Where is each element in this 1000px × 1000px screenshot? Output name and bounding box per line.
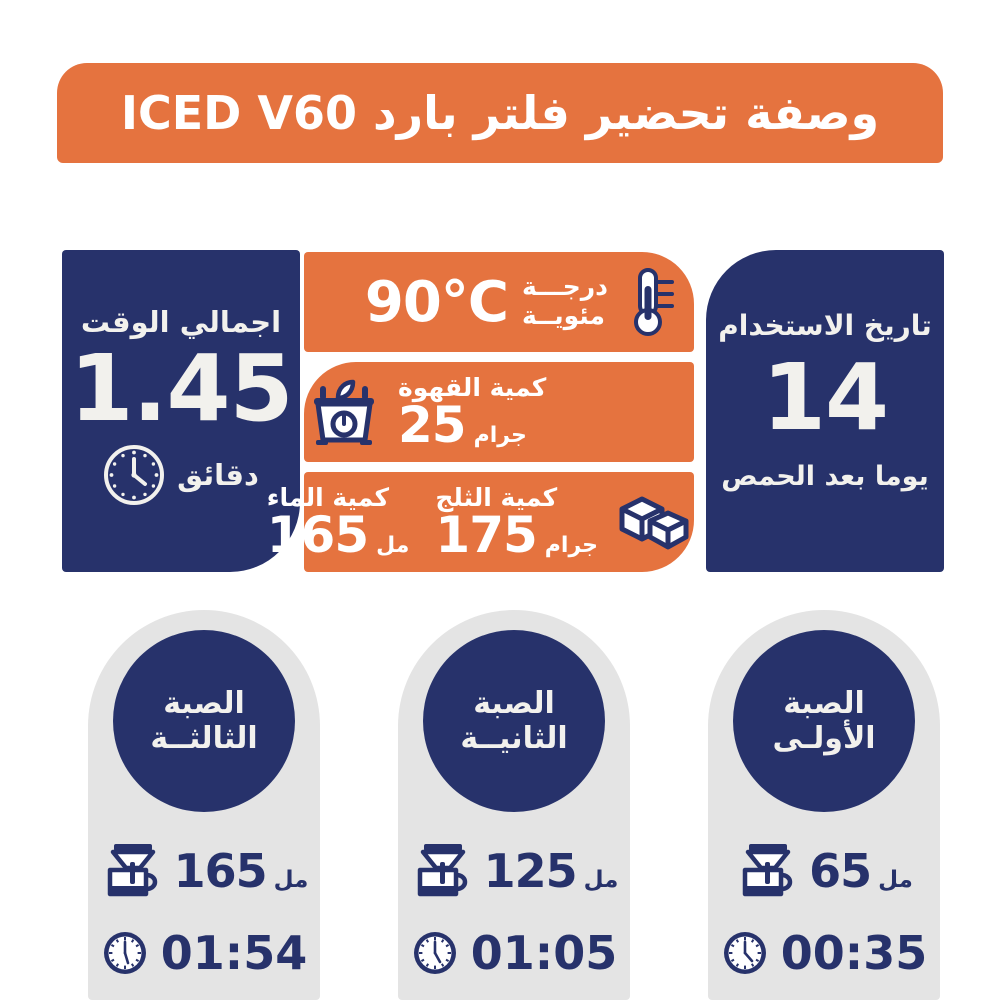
- v60-dripper-icon: [100, 842, 162, 900]
- pour-2-badge: الصبة الثانيــة: [423, 630, 605, 812]
- ice-amount-unit: جرام: [544, 532, 598, 558]
- water-amount-unit: مل: [376, 532, 410, 558]
- coffee-scale-icon: [304, 378, 384, 446]
- pour-1-time-row: 00:35: [708, 926, 940, 980]
- page-title: وصفة تحضير فلتر بارد ICED V60: [120, 86, 880, 140]
- v60-dripper-icon: [410, 842, 472, 900]
- pour-1-volume-text: مل 65: [809, 844, 913, 898]
- pour-1-badge-line2: الأولـى: [772, 721, 876, 756]
- pour-2-time-row: 01:05: [398, 926, 630, 980]
- clock-icon: [101, 929, 149, 977]
- water-amount-value-row: مل 165: [267, 510, 410, 560]
- coffee-amount-unit: جرام: [473, 422, 527, 448]
- water-amount-block: كمية الماء مل 165: [267, 485, 410, 560]
- pour-3-volume-unit: مل: [273, 867, 309, 893]
- pour-1-volume-row: مل 65: [708, 842, 940, 900]
- pour-card-3[interactable]: الصبة الثالثــة مل 165 01:54: [88, 610, 320, 1000]
- total-time-value: 1.45: [69, 335, 294, 442]
- temperature-label-line2: مئويــة: [521, 301, 605, 330]
- coffee-amount-row: كمية القهوة جرام 25: [304, 362, 694, 462]
- usage-date-label: تاريخ الاستخدام: [718, 309, 932, 342]
- header-banner: وصفة تحضير فلتر بارد ICED V60: [57, 63, 943, 163]
- total-time-unit-row: دقائق: [103, 444, 259, 506]
- pour-3-volume-value: 165: [173, 844, 268, 898]
- pour-2-time-value: 01:05: [470, 926, 618, 980]
- clock-icon: [411, 929, 459, 977]
- temperature-label-line1: درجـــة: [521, 272, 608, 302]
- total-time-unit: دقائق: [177, 457, 259, 492]
- pour-1-badge-line1: الصبة: [783, 685, 865, 721]
- thermometer-icon: [614, 266, 694, 338]
- ice-amount-label: كمية الثلج: [435, 482, 558, 512]
- pour-1-volume-value: 65: [809, 844, 872, 898]
- pour-card-1[interactable]: الصبة الأولـى مل 65 00:35: [708, 610, 940, 1000]
- pour-2-badge-line2: الثانيــة: [460, 721, 568, 756]
- coffee-amount-value: 25: [398, 395, 467, 454]
- total-time-label: اجمالي الوقت: [80, 305, 282, 339]
- clock-icon: [103, 444, 165, 506]
- pour-1-time-value: 00:35: [780, 926, 928, 980]
- pour-3-time-value: 01:54: [160, 926, 308, 980]
- usage-date-sub: يوما بعد الحمص: [721, 460, 929, 492]
- stats-column: درجـــة مئويــة 90°C: [267, 250, 694, 572]
- clock-icon: [721, 929, 769, 977]
- temperature-row: درجـــة مئويــة 90°C: [304, 252, 694, 352]
- ice-amount-block: كمية الثلج جرام 175: [435, 485, 598, 560]
- coffee-amount-content: كمية القهوة جرام 25: [384, 375, 694, 450]
- pour-2-badge-line1: الصبة: [473, 685, 555, 721]
- temperature-content: درجـــة مئويــة 90°C: [365, 270, 608, 335]
- pour-3-time-row: 01:54: [88, 926, 320, 980]
- temperature-label: درجـــة مئويــة: [521, 272, 608, 331]
- pour-2-volume-row: مل 125: [398, 842, 630, 900]
- total-time-panel: اجمالي الوقت 1.45: [62, 250, 300, 572]
- pour-3-badge: الصبة الثالثــة: [113, 630, 295, 812]
- water-amount-label: كمية الماء: [266, 482, 390, 512]
- water-ice-content: كمية الثلج جرام 175 كمية الماء مل 165: [263, 485, 614, 560]
- v60-dripper-icon: [735, 842, 797, 900]
- pour-2-volume-unit: مل: [583, 867, 619, 893]
- ice-amount-value: 175: [435, 505, 537, 564]
- pour-2-volume-text: مل 125: [484, 844, 619, 898]
- pour-1-badge: الصبة الأولـى: [733, 630, 915, 812]
- summary-section: اجمالي الوقت 1.45: [0, 250, 1000, 575]
- pour-3-badge-line1: الصبة: [163, 685, 245, 721]
- coffee-amount-label: كمية القهوة: [398, 372, 547, 402]
- coffee-amount-value-row: جرام 25: [398, 400, 527, 450]
- ice-cubes-icon: [614, 491, 694, 553]
- temperature-value: 90°C: [364, 269, 509, 335]
- pour-card-2[interactable]: الصبة الثانيــة مل 125 01:05: [398, 610, 630, 1000]
- ice-amount-value-row: جرام 175: [435, 510, 598, 560]
- pour-3-volume-text: مل 165: [174, 844, 309, 898]
- pour-3-badge-line2: الثالثــة: [150, 721, 258, 756]
- usage-date-value: 14: [761, 344, 889, 451]
- pour-2-volume-value: 125: [483, 844, 578, 898]
- pour-1-volume-unit: مل: [878, 867, 913, 893]
- pour-3-volume-row: مل 165: [88, 842, 320, 900]
- water-amount-value: 165: [266, 505, 369, 564]
- usage-date-panel: تاريخ الاستخدام 14 يوما بعد الحمص: [706, 250, 944, 572]
- water-ice-row: كمية الثلج جرام 175 كمية الماء مل 165: [267, 472, 694, 572]
- pour-steps-section: الصبة الأولـى مل 65 00:35: [0, 610, 1000, 1000]
